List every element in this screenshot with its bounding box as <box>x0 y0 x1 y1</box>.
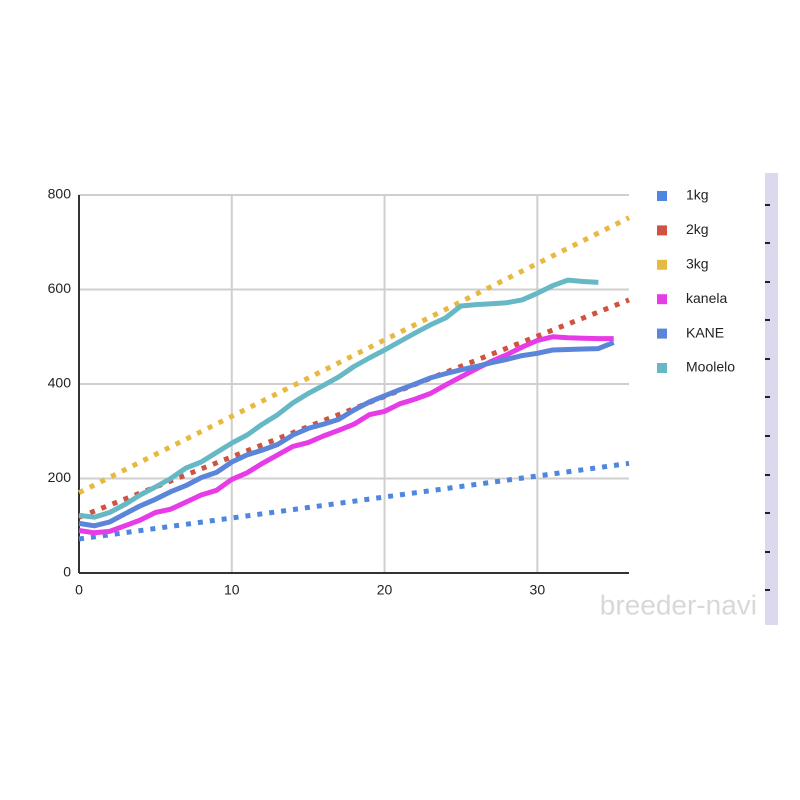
series-line <box>78 460 630 542</box>
legend-swatch <box>657 363 667 373</box>
y-tick-label: 600 <box>48 280 72 296</box>
y-tick-label: 400 <box>48 375 72 391</box>
watermark: breeder-navi <box>600 589 757 620</box>
series-line <box>78 340 615 529</box>
legend-label: 1kg <box>686 187 709 203</box>
legend-label: 3kg <box>686 256 709 272</box>
legend-swatch <box>657 328 667 339</box>
y-tick-label: 800 <box>48 186 72 202</box>
legend-label: kanela <box>686 290 727 306</box>
series-line <box>77 215 631 495</box>
legend-swatch <box>657 191 667 201</box>
x-tick-label: 0 <box>75 582 83 598</box>
legend-swatch <box>657 259 667 270</box>
legend-swatch <box>657 294 667 305</box>
x-tick-label: 20 <box>377 582 393 598</box>
y-tick-label: 200 <box>48 469 72 485</box>
side-ticks <box>765 204 770 591</box>
series-line <box>78 277 599 520</box>
legend-label: KANE <box>686 324 724 340</box>
x-tick-label: 30 <box>530 582 546 598</box>
legend-swatch <box>657 225 667 236</box>
legend-label: 2kg <box>686 221 709 237</box>
legend-label: Moolelo <box>686 359 735 375</box>
side-strip <box>765 173 778 625</box>
series-line <box>78 334 614 536</box>
y-tick-label: 0 <box>63 564 71 580</box>
x-tick-label: 10 <box>224 582 240 598</box>
